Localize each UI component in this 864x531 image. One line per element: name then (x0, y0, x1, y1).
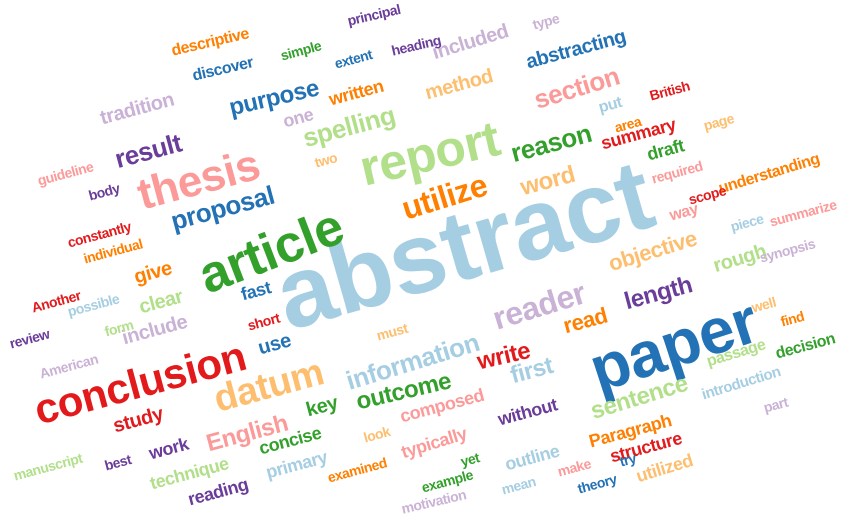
cloud-word-piece: piece (728, 210, 766, 235)
cloud-word-british: British (647, 77, 692, 104)
cloud-word-best: best (102, 450, 133, 474)
cloud-word-look: look (361, 422, 392, 446)
cloud-word-give: give (131, 257, 175, 289)
cloud-word-outline: outline (502, 440, 562, 474)
cloud-word-principal: principal (345, 1, 402, 29)
cloud-word-yet: yet (458, 448, 481, 470)
cloud-word-type: type (530, 9, 561, 33)
cloud-word-examined: examined (325, 454, 389, 486)
cloud-word-key: key (303, 391, 341, 422)
cloud-word-two: two (312, 148, 339, 171)
cloud-word-review: review (7, 325, 52, 352)
cloud-word-discover: discover (190, 54, 255, 85)
cloud-word-summarize: summarize (767, 196, 839, 230)
cloud-word-page: page (701, 109, 736, 134)
cloud-word-put: put (596, 94, 624, 117)
cloud-word-part: part (761, 393, 790, 416)
cloud-word-mean: mean (499, 472, 538, 498)
cloud-word-synopsis: synopsis (757, 235, 817, 266)
cloud-word-try: try (617, 449, 638, 470)
cloud-word-work: work (146, 433, 191, 463)
cloud-word-find: find (778, 307, 806, 330)
cloud-word-decision: decision (773, 330, 837, 363)
cloud-word-descriptive: descriptive (169, 25, 251, 60)
cloud-word-well: well (749, 293, 778, 316)
cloud-word-short: short (245, 309, 282, 334)
cloud-word-included: included (429, 20, 511, 65)
cloud-word-body: body (86, 179, 122, 204)
cloud-word-use: use (255, 329, 294, 360)
cloud-word-required: required (649, 157, 705, 187)
cloud-word-simple: simple (278, 37, 323, 64)
cloud-word-theory: theory (575, 470, 619, 497)
cloud-word-guideline: guideline (35, 158, 95, 189)
cloud-word-manuscript: manuscript (11, 449, 84, 484)
cloud-word-without: without (495, 393, 560, 429)
cloud-word-tradition: tradition (97, 88, 177, 130)
cloud-word-understanding: understanding (716, 150, 822, 198)
cloud-word-extent: extent (332, 45, 374, 72)
cloud-word-scope: scope (686, 182, 728, 208)
cloud-word-method: method (422, 65, 496, 105)
